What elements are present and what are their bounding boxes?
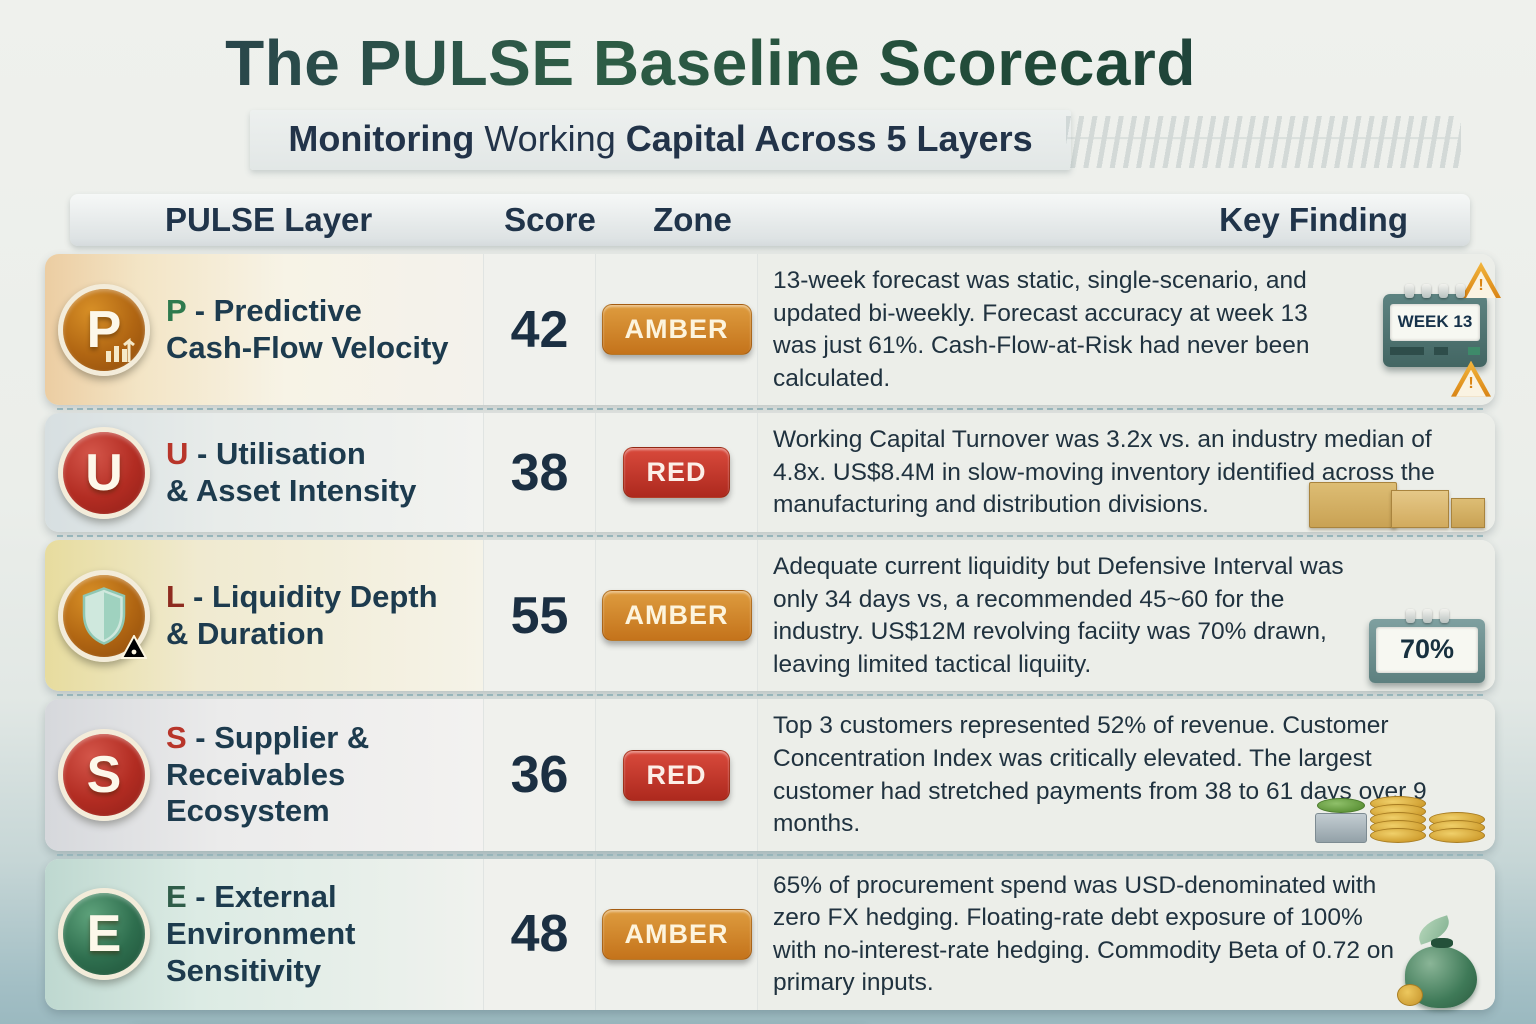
layer-cell: L - Liquidity Depth & Duration — [45, 540, 483, 692]
bar-chart-arrow-icon — [106, 337, 135, 362]
table-row-external: E E - External Environment Sensitivity 4… — [45, 858, 1495, 1010]
zone-badge-red: RED — [623, 447, 730, 499]
pct-label: 70% — [1376, 627, 1478, 674]
calendar-binding-icon — [1383, 284, 1487, 298]
key-finding-cell: 65% of procurement spend was USD-denomin… — [757, 858, 1495, 1010]
week13-calendar-icon: WEEK 13 ! ! — [1383, 262, 1501, 397]
layer-letter: E — [166, 879, 187, 915]
week13-label: WEEK 13 — [1390, 304, 1480, 341]
layer-label-text: - Supplier & Receivables Ecosystem — [166, 720, 370, 829]
zone-cell: AMBER — [595, 540, 757, 692]
zone-cell: AMBER — [595, 254, 757, 406]
layer-letter: P — [166, 293, 187, 329]
table-row-utilisation: U U - Utilisation & Asset Intensity 38 R… — [45, 413, 1495, 533]
subtitle-wrap: Monitoring Working Capital Across 5 Laye… — [0, 110, 1536, 170]
table-row-supplier: S S - Supplier & Receivables Ecosystem 3… — [45, 699, 1495, 851]
calendar-binding-icon — [1369, 609, 1485, 624]
layer-label: S - Supplier & Receivables Ecosystem — [166, 720, 369, 830]
coin-icon — [1397, 983, 1423, 1006]
zone-cell: RED — [595, 699, 757, 851]
key-finding-cell: 13-week forecast was static, single-scen… — [757, 254, 1501, 406]
coins-stack-icon — [1315, 795, 1485, 843]
layer-cell: P P - Predictive Cash-Flow Velocity — [45, 254, 483, 406]
warning-triangle-icon — [121, 634, 147, 659]
calendar-lines — [1390, 346, 1480, 355]
zone-badge-amber: AMBER — [601, 590, 752, 642]
calendar-body: 70% — [1369, 619, 1485, 684]
layer-label: E - External Environment Sensitivity — [166, 879, 355, 989]
subtitle-part: Monitoring — [288, 118, 485, 159]
icon-letter: U — [85, 443, 123, 502]
layer-letter: S — [166, 720, 187, 756]
key-finding-text: Top 3 customers represented 52% of reven… — [773, 712, 1427, 838]
key-finding-cell: Working Capital Turnover was 3.2x vs. an… — [757, 413, 1495, 533]
layer-label-text: - External Environment Sensitivity — [166, 879, 356, 988]
layer-label-text: - Utilisation & Asset Intensity — [166, 436, 417, 508]
key-finding-text: Working Capital Turnover was 3.2x vs. an… — [773, 426, 1435, 519]
key-finding-cell: Top 3 customers represented 52% of reven… — [757, 699, 1495, 851]
key-finding-text: 65% of procurement spend was USD-denomin… — [773, 871, 1395, 997]
inventory-boxes-icon — [1309, 482, 1485, 529]
layer-label-text: - Predictive Cash-Flow Velocity — [166, 293, 449, 365]
row-separator — [57, 694, 1483, 697]
utilisation-icon: U — [58, 426, 150, 519]
layer-letter: U — [166, 436, 189, 472]
score-value: 38 — [483, 413, 595, 533]
key-finding-text: Adequate current liquidity but Defensive… — [773, 553, 1344, 678]
key-finding-cell: Adequate current liquidity but Defensive… — [757, 540, 1495, 692]
layer-cell: U U - Utilisation & Asset Intensity — [45, 413, 483, 533]
score-value: 36 — [483, 699, 595, 851]
table-row-predictive: P P - Predictive Cash-Flow Velocity 42 A… — [45, 254, 1501, 406]
layer-label: U - Utilisation & Asset Intensity — [166, 436, 416, 509]
table-row-liquidity: L - Liquidity Depth & Duration 55 AMBER … — [45, 540, 1495, 692]
row-separator — [57, 853, 1483, 856]
liquidity-shield-icon — [58, 569, 150, 662]
page-title: The PULSE Baseline Scorecard — [0, 26, 1536, 100]
zone-cell: AMBER — [595, 858, 757, 1010]
zone-badge-red: RED — [623, 749, 730, 801]
column-header-zone: Zone — [653, 201, 732, 238]
column-header-score: Score — [504, 201, 596, 238]
layer-cell: E E - External Environment Sensitivity — [45, 858, 483, 1010]
subtitle-part: Working — [484, 118, 626, 159]
warning-mark: ! — [1456, 369, 1486, 397]
layer-label: L - Liquidity Depth & Duration — [166, 579, 438, 652]
layer-cell: S S - Supplier & Receivables Ecosystem — [45, 699, 483, 851]
zone-badge-amber: AMBER — [601, 304, 752, 356]
zone-cell: RED — [595, 413, 757, 533]
tire-tracks-decoration — [1066, 116, 1461, 168]
supplier-receivables-icon: S — [58, 729, 150, 822]
page-subtitle: Monitoring Working Capital Across 5 Laye… — [250, 110, 1071, 170]
shield-icon — [82, 586, 126, 645]
icon-letter: S — [86, 746, 122, 805]
calendar-body: WEEK 13 — [1383, 294, 1487, 367]
row-separator — [57, 535, 1483, 538]
score-value: 48 — [483, 858, 595, 1010]
column-header-pulse-layer: PULSE Layer — [165, 201, 373, 238]
layer-label: P - Predictive Cash-Flow Velocity — [166, 293, 449, 366]
key-finding-text: 13-week forecast was static, single-scen… — [773, 267, 1310, 392]
layer-letter: L — [166, 579, 185, 615]
score-value: 42 — [483, 254, 595, 406]
drawn-70pct-calendar-icon: 70% — [1369, 609, 1485, 684]
predictive-cashflow-icon: P — [58, 283, 150, 376]
scorecard-rows: P P - Predictive Cash-Flow Velocity 42 A… — [45, 254, 1501, 1010]
icon-letter: E — [86, 905, 122, 964]
external-environment-icon: E — [58, 888, 150, 981]
zone-badge-amber: AMBER — [601, 908, 752, 960]
table-header-row: PULSE Layer Score Zone Key Finding — [70, 194, 1470, 246]
score-value: 55 — [483, 540, 595, 692]
subtitle-part: Capital Across 5 Layers — [625, 118, 1033, 159]
layer-label-text: - Liquidity Depth & Duration — [166, 579, 438, 651]
column-header-key-finding: Key Finding — [1219, 201, 1408, 238]
row-separator — [57, 408, 1483, 411]
money-bag-icon — [1397, 915, 1485, 1008]
